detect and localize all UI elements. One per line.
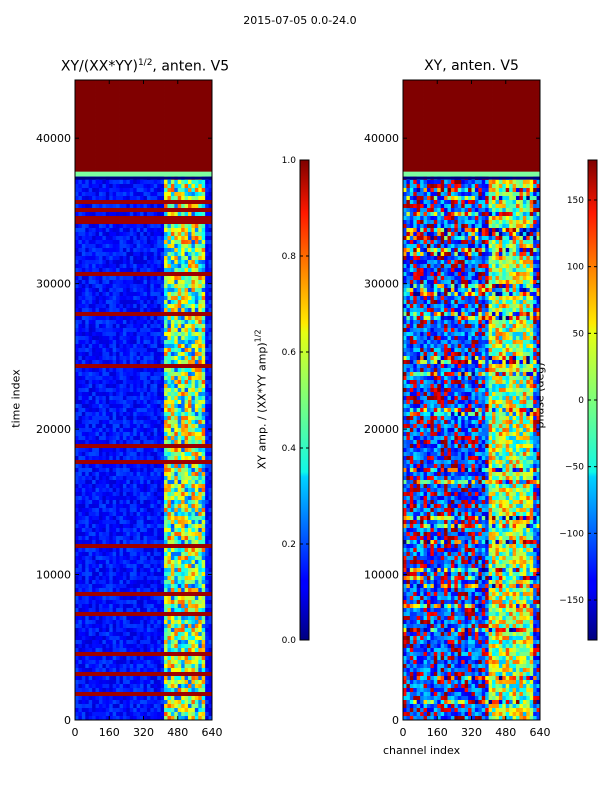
right-colorbar-tick-label: 150 xyxy=(567,196,584,206)
right-colorbar-tick-label: 100 xyxy=(567,263,584,273)
figure-suptitle: 2015-07-05 0.0-24.0 xyxy=(243,14,357,27)
right-colorbar-tick-label: 0 xyxy=(578,396,584,406)
left-ytick-label: 40000 xyxy=(36,132,71,145)
left-xtick-label: 480 xyxy=(167,726,188,739)
right-xtick-label: 320 xyxy=(461,726,482,739)
left-xtick-label: 320 xyxy=(133,726,154,739)
left-xtick-label: 0 xyxy=(72,726,79,739)
right-ytick-label: 10000 xyxy=(364,569,399,582)
right-heatmap xyxy=(403,80,541,721)
left-ytick-label: 20000 xyxy=(36,423,71,436)
left-colorbar-tick-label: 0.8 xyxy=(282,252,297,262)
right-xtick-label: 640 xyxy=(530,726,551,739)
left-xtick-label: 640 xyxy=(202,726,223,739)
left-colorbar xyxy=(299,159,310,641)
right-xtick-label: 480 xyxy=(495,726,516,739)
right-colorbar-tick-label: −150 xyxy=(559,596,584,606)
right-ytick-label: 40000 xyxy=(364,132,399,145)
left-colorbar-tick-label: 0.2 xyxy=(282,540,296,550)
left-panel-title: XY/(XX*YY)1/2, anten. V5 xyxy=(60,58,230,75)
right-ytick-label: 0 xyxy=(392,714,399,727)
left-colorbar-tick-label: 0.0 xyxy=(282,636,297,646)
right-xlabel: channel index xyxy=(383,744,461,757)
left-ytick-label: 30000 xyxy=(36,278,71,291)
right-colorbar-tick-label: −50 xyxy=(565,463,584,473)
right-colorbar-tick-label: 50 xyxy=(573,329,585,339)
right-xtick-label: 160 xyxy=(427,726,448,739)
right-xtick-label: 0 xyxy=(400,726,407,739)
left-ytick-label: 10000 xyxy=(36,569,71,582)
right-ytick-label: 20000 xyxy=(364,423,399,436)
left-heatmap xyxy=(75,80,213,721)
left-xtick-label: 160 xyxy=(99,726,120,739)
left-colorbar-tick-label: 1.0 xyxy=(282,156,297,166)
left-ytick-label: 0 xyxy=(64,714,71,727)
right-panel-title: XY, anten. V5 xyxy=(424,58,519,74)
left-colorbar-tick-label: 0.4 xyxy=(282,444,297,454)
left-colorbar-tick-label: 0.6 xyxy=(282,348,297,358)
right-ytick-label: 30000 xyxy=(364,278,399,291)
right-colorbar-tick-label: −100 xyxy=(559,529,584,539)
